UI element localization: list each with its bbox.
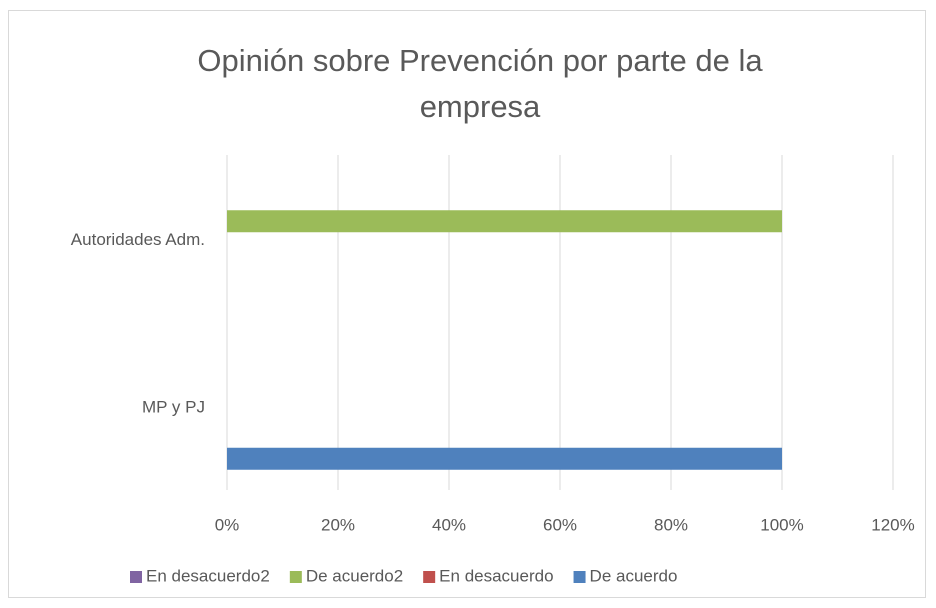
legend-label: En desacuerdo	[439, 566, 553, 585]
x-tick-label: 60%	[543, 515, 577, 534]
legend-swatch	[423, 571, 436, 583]
x-tick-label: 40%	[432, 515, 466, 534]
legend-label: De acuerdo2	[306, 566, 403, 585]
x-tick-label: 20%	[321, 515, 355, 534]
legend-label: En desacuerdo2	[146, 566, 270, 585]
y-tick-label: MP y PJ	[142, 398, 205, 417]
x-tick-label: 120%	[871, 515, 914, 534]
legend-swatch	[289, 571, 302, 583]
x-tick-label: 80%	[654, 515, 688, 534]
legend-swatch	[130, 571, 142, 583]
chart-frame	[8, 10, 926, 598]
y-tick-label: Autoridades Adm.	[71, 230, 205, 249]
x-tick-label: 100%	[760, 515, 803, 534]
legend-label: De acuerdo	[590, 566, 678, 585]
bar	[227, 210, 782, 233]
x-tick-label: 0%	[215, 515, 240, 534]
bar	[227, 447, 782, 470]
chart-title: Opinión sobre Prevención por parte de la…	[197, 43, 763, 124]
legend-swatch	[573, 571, 586, 583]
